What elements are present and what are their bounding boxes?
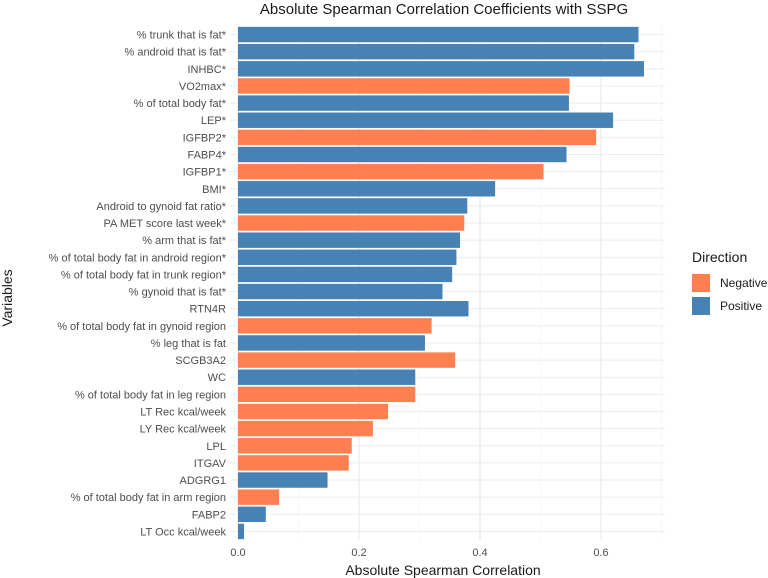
x-tick-label: 0.0: [230, 547, 245, 559]
y-tick-label: ITGAV: [194, 458, 227, 470]
x-tick-label: 0.6: [593, 547, 608, 559]
bar: [238, 249, 457, 266]
x-axis-title: Absolute Spearman Correlation: [345, 562, 540, 578]
x-tick-label: 0.2: [351, 547, 366, 559]
y-tick-label: LY Rec kcal/week: [140, 424, 227, 436]
bar: [238, 455, 349, 471]
x-tick-labels: 0.0 0.2 0.4 0.6: [230, 547, 608, 559]
bar: [238, 438, 352, 454]
legend-label-negative: Negative: [720, 276, 768, 290]
bar: [238, 403, 389, 420]
bar: [238, 283, 443, 300]
bar: [238, 523, 245, 540]
bar: [238, 61, 644, 77]
y-tick-label: FABP4*: [187, 150, 226, 162]
y-tick-label: % android that is fat*: [124, 47, 226, 59]
bar: [238, 472, 328, 488]
y-tick-label: IGFBP2*: [183, 132, 227, 144]
legend-swatch-negative: [692, 274, 710, 292]
bar: [238, 181, 496, 197]
y-tick-label: LT Occ kcal/week: [140, 526, 226, 538]
y-tick-label: % leg that is fat: [151, 338, 226, 350]
bar: [238, 129, 597, 146]
y-tick-label: Android to gynoid fat ratio*: [96, 201, 226, 213]
y-tick-label: % of total body fat in trunk region*: [61, 269, 227, 281]
y-tick-label: % of total body fat in arm region: [71, 492, 226, 504]
bar: [238, 420, 373, 437]
bar: [238, 386, 416, 403]
y-tick-label: LPL: [206, 441, 226, 453]
y-tick-label: INHBC*: [187, 64, 226, 76]
bar: [238, 506, 266, 523]
y-tick-label: VO2max*: [179, 81, 227, 93]
bar: [238, 318, 432, 334]
bar: [238, 215, 465, 231]
y-tick-label: % trunk that is fat*: [137, 30, 227, 42]
y-tick-label: PA MET score last week*: [104, 218, 227, 230]
y-tick-label: RTN4R: [190, 304, 227, 316]
y-tick-label: LT Rec kcal/week: [140, 407, 226, 419]
bar: [238, 78, 570, 94]
bar: [238, 266, 453, 283]
chart-title: Absolute Spearman Correlation Coefficien…: [260, 1, 628, 18]
bar: [238, 198, 468, 214]
bars: [238, 26, 644, 540]
legend-title: Direction: [692, 249, 747, 265]
y-tick-label: % of total body fat in gynoid region: [57, 321, 226, 333]
bar: [238, 232, 461, 248]
y-tick-label: % of total body fat in android region*: [49, 252, 227, 264]
bar: [238, 352, 456, 368]
y-axis-title: Variables: [0, 269, 15, 326]
legend: Direction Negative Positive: [692, 249, 768, 315]
y-tick-label: IGFBP1*: [183, 167, 227, 179]
y-tick-label: % of total body fat*: [134, 98, 227, 110]
bar: [238, 112, 614, 128]
y-tick-label: % arm that is fat*: [142, 235, 226, 247]
bar: [238, 26, 639, 43]
bar: [238, 335, 425, 351]
legend-label-positive: Positive: [720, 299, 762, 313]
bar: [238, 43, 635, 60]
y-tick-label: % gynoid that is fat*: [129, 287, 227, 299]
legend-swatch-positive: [692, 297, 710, 315]
x-tick-label: 0.4: [472, 547, 487, 559]
bar: [238, 146, 567, 163]
y-tick-label: BMI*: [202, 184, 227, 196]
y-tick-label: FABP2: [192, 509, 226, 521]
y-tick-label: ADGRG1: [180, 475, 226, 487]
bar: [238, 369, 416, 385]
y-tick-label: % of total body fat in leg region: [75, 389, 226, 401]
y-tick-labels: % trunk that is fat* % android that is fa…: [49, 30, 227, 539]
bar: [238, 163, 544, 180]
y-tick-label: SCGB3A2: [175, 355, 226, 367]
bar: [238, 489, 280, 505]
y-tick-label: WC: [208, 372, 226, 384]
bar: [238, 300, 469, 317]
y-tick-label: LEP*: [201, 115, 227, 127]
bar: [238, 95, 569, 111]
